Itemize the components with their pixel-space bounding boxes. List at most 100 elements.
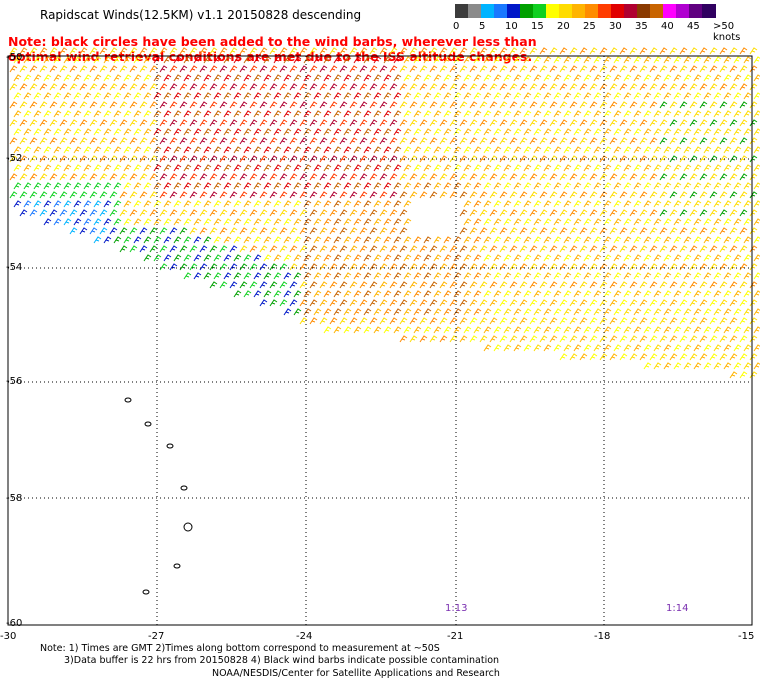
- wind-barb: [609, 281, 618, 289]
- wind-barb: [273, 146, 282, 154]
- wind-barb: [49, 101, 58, 109]
- wind-barb: [103, 236, 112, 244]
- wind-barb: [49, 83, 58, 91]
- wind-barb: [613, 128, 622, 136]
- wind-barb: [653, 344, 662, 352]
- wind-barb: [379, 317, 388, 325]
- wind-barb: [503, 308, 512, 316]
- wind-barb: [263, 56, 272, 64]
- wind-barb: [273, 200, 282, 208]
- wind-barb: [123, 110, 132, 118]
- wind-barb: [369, 245, 378, 253]
- wind-barb: [669, 227, 678, 235]
- wind-barb: [209, 119, 218, 127]
- wind-barb: [643, 182, 652, 190]
- wind-barb: [363, 74, 372, 82]
- wind-barb: [73, 200, 82, 208]
- wind-barb: [633, 92, 642, 100]
- wind-barb: [549, 209, 558, 217]
- wind-barb: [33, 146, 42, 154]
- wind-barb: [659, 245, 668, 253]
- wind-barb: [369, 119, 378, 127]
- wind-barb: [689, 191, 698, 199]
- wind-barb: [723, 146, 732, 154]
- wind-barb: [79, 209, 88, 217]
- wind-barb: [559, 191, 568, 199]
- wind-barb: [723, 236, 732, 244]
- wind-barb: [743, 272, 752, 280]
- wind-barb: [749, 245, 758, 253]
- wind-barb: [623, 326, 632, 334]
- wind-barb: [563, 110, 572, 118]
- wind-barb: [579, 209, 588, 217]
- wind-barb: [473, 290, 482, 298]
- wind-barb: [353, 236, 362, 244]
- wind-barb: [203, 254, 212, 262]
- wind-barb: [753, 254, 760, 262]
- wind-barb: [233, 182, 242, 190]
- wind-barb: [343, 164, 352, 172]
- wind-barb: [733, 182, 742, 190]
- wind-barb: [429, 263, 438, 271]
- wind-barb: [483, 308, 492, 316]
- wind-barb: [603, 344, 612, 352]
- wind-barb: [123, 128, 132, 136]
- wind-barb: [589, 137, 598, 145]
- wind-barb: [453, 92, 462, 100]
- wind-barb: [409, 119, 418, 127]
- wind-barb: [639, 83, 648, 91]
- wind-barb: [579, 299, 588, 307]
- wind-barb: [193, 254, 202, 262]
- wind-barb: [419, 137, 428, 145]
- wind-barb: [733, 254, 742, 262]
- wind-barb: [69, 83, 78, 91]
- wind-barb: [13, 164, 22, 172]
- wind-barb: [583, 326, 592, 334]
- wind-barb: [483, 56, 492, 64]
- wind-barb: [333, 92, 342, 100]
- lon-label: -21: [447, 631, 464, 642]
- wind-barb: [343, 218, 352, 226]
- wind-barb: [499, 101, 508, 109]
- wind-barb: [689, 317, 698, 325]
- wind-barb: [169, 191, 178, 199]
- wind-barb: [519, 263, 528, 271]
- wind-barb: [63, 218, 72, 226]
- wind-barb: [663, 200, 672, 208]
- wind-barb: [689, 119, 698, 127]
- wind-barb: [113, 182, 122, 190]
- wind-barb: [489, 119, 498, 127]
- wind-barb: [359, 83, 368, 91]
- colorbar-label: >50 knots: [713, 21, 741, 43]
- wind-barb: [703, 326, 712, 334]
- wind-barb: [163, 74, 172, 82]
- wind-barb: [269, 263, 278, 271]
- credit-line: NOAA/NESDIS/Center for Satellite Applica…: [212, 668, 500, 679]
- wind-barb: [623, 74, 632, 82]
- wind-barb: [693, 182, 702, 190]
- wind-barb: [693, 290, 702, 298]
- wind-barb: [239, 155, 248, 163]
- wind-barb: [569, 281, 578, 289]
- wind-barb: [343, 272, 352, 280]
- wind-barb: [213, 110, 222, 118]
- wind-barb: [613, 182, 622, 190]
- wind-barb: [13, 110, 22, 118]
- wind-barb: [379, 299, 388, 307]
- wind-barb: [343, 56, 352, 64]
- wind-barb: [749, 137, 758, 145]
- wind-barb: [543, 254, 552, 262]
- wind-barb: [613, 74, 622, 82]
- wind-barb: [173, 254, 182, 262]
- wind-barb: [399, 245, 408, 253]
- wind-barb: [669, 137, 678, 145]
- wind-barb: [143, 92, 152, 100]
- wind-barb: [29, 173, 38, 181]
- wind-barb: [519, 155, 528, 163]
- wind-barb: [283, 200, 292, 208]
- wind-barb: [303, 74, 312, 82]
- wind-barb: [439, 263, 448, 271]
- wind-barb: [393, 308, 402, 316]
- wind-barb: [109, 155, 118, 163]
- wind-barb: [533, 182, 542, 190]
